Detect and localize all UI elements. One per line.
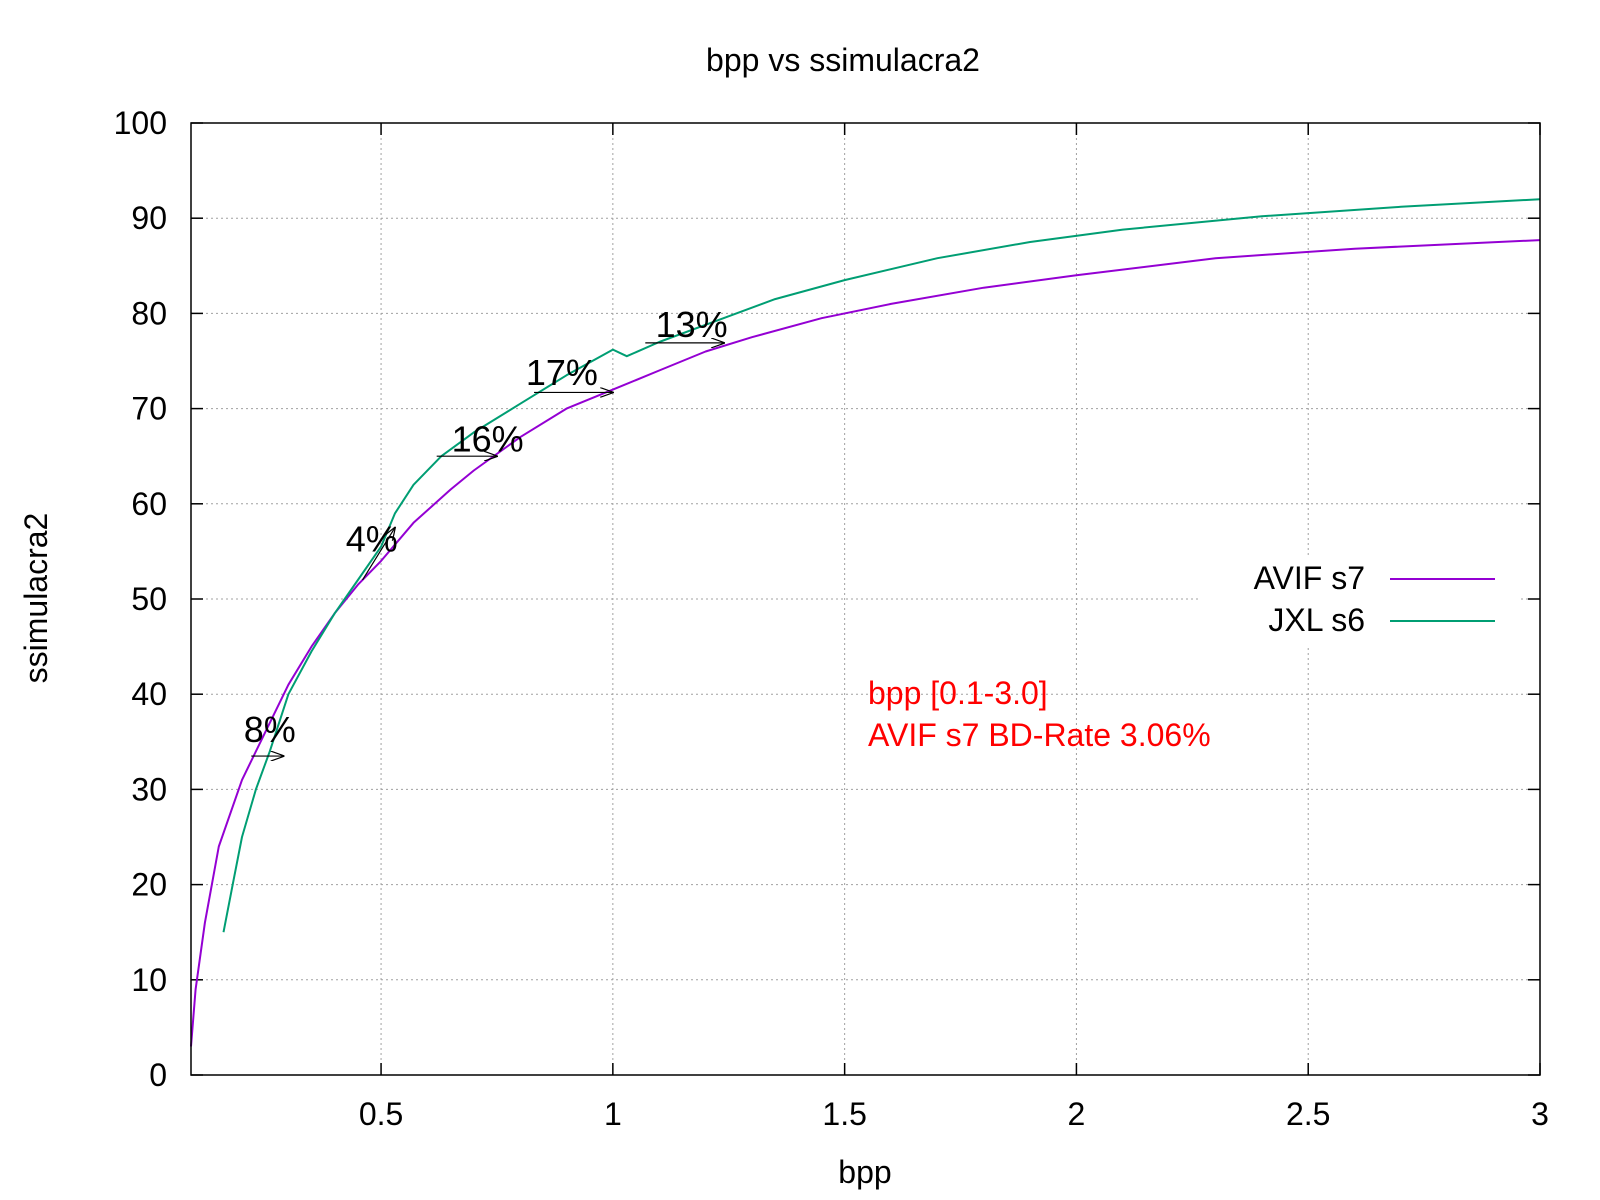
- x-axis-ticks: 0.5 1 1.5 2 2.5 3: [359, 123, 1549, 1132]
- y-tick-label: 50: [131, 581, 167, 617]
- annotation-label: 16%: [452, 418, 524, 459]
- x-tick-label: 3: [1531, 1096, 1549, 1132]
- y-axis-ticks: 0 10 20 30 40 50 60 70 80 90 100: [114, 105, 1540, 1093]
- annotation-label: 4%: [346, 518, 398, 559]
- annotation-label: 17%: [526, 352, 598, 393]
- annotations: 8% 4% 16%17% 13%: [244, 304, 728, 756]
- plot-frame: [190, 122, 1541, 1076]
- y-tick-label: 70: [131, 391, 167, 427]
- annotation-label: 8%: [244, 709, 296, 750]
- y-tick-label: 60: [131, 486, 167, 522]
- bd-rate-value-label: AVIF s7 BD-Rate 3.06%: [868, 717, 1211, 753]
- x-tick-label: 2: [1068, 1096, 1086, 1132]
- legend-box: [1200, 556, 1520, 646]
- y-tick-label: 100: [114, 105, 167, 141]
- y-axis-label: ssimulacra2: [18, 513, 54, 684]
- annotation-label: 13%: [656, 304, 728, 345]
- annotation-arrow: [362, 528, 395, 581]
- legend-label-jxl: JXL s6: [1268, 602, 1365, 638]
- x-axis-label: bpp: [838, 1154, 891, 1190]
- x-tick-label: 2.5: [1286, 1096, 1330, 1132]
- bd-rate-range-label: bpp [0.1-3.0]: [868, 675, 1048, 711]
- y-tick-label: 40: [131, 676, 167, 712]
- legend-label-avif: AVIF s7: [1254, 560, 1365, 596]
- plot-area: [190, 198, 1541, 1047]
- x-tick-label: 1: [604, 1096, 622, 1132]
- x-tick-label: 0.5: [359, 1096, 403, 1132]
- bd-rate-note: bpp [0.1-3.0] AVIF s7 BD-Rate 3.06%: [868, 675, 1211, 753]
- x-tick-label: 1.5: [822, 1096, 866, 1132]
- y-tick-label: 30: [131, 771, 167, 807]
- y-tick-label: 0: [149, 1057, 167, 1093]
- y-tick-label: 20: [131, 867, 167, 903]
- series-line-avif-s7: [190, 239, 1541, 1047]
- legend: AVIF s7 JXL s6: [1200, 556, 1520, 646]
- y-tick-label: 90: [131, 200, 167, 236]
- y-tick-label: 10: [131, 962, 167, 998]
- y-tick-label: 80: [131, 295, 167, 331]
- series-line-jxl-s6: [222, 198, 1541, 933]
- chart-title: bpp vs ssimulacra2: [706, 42, 980, 78]
